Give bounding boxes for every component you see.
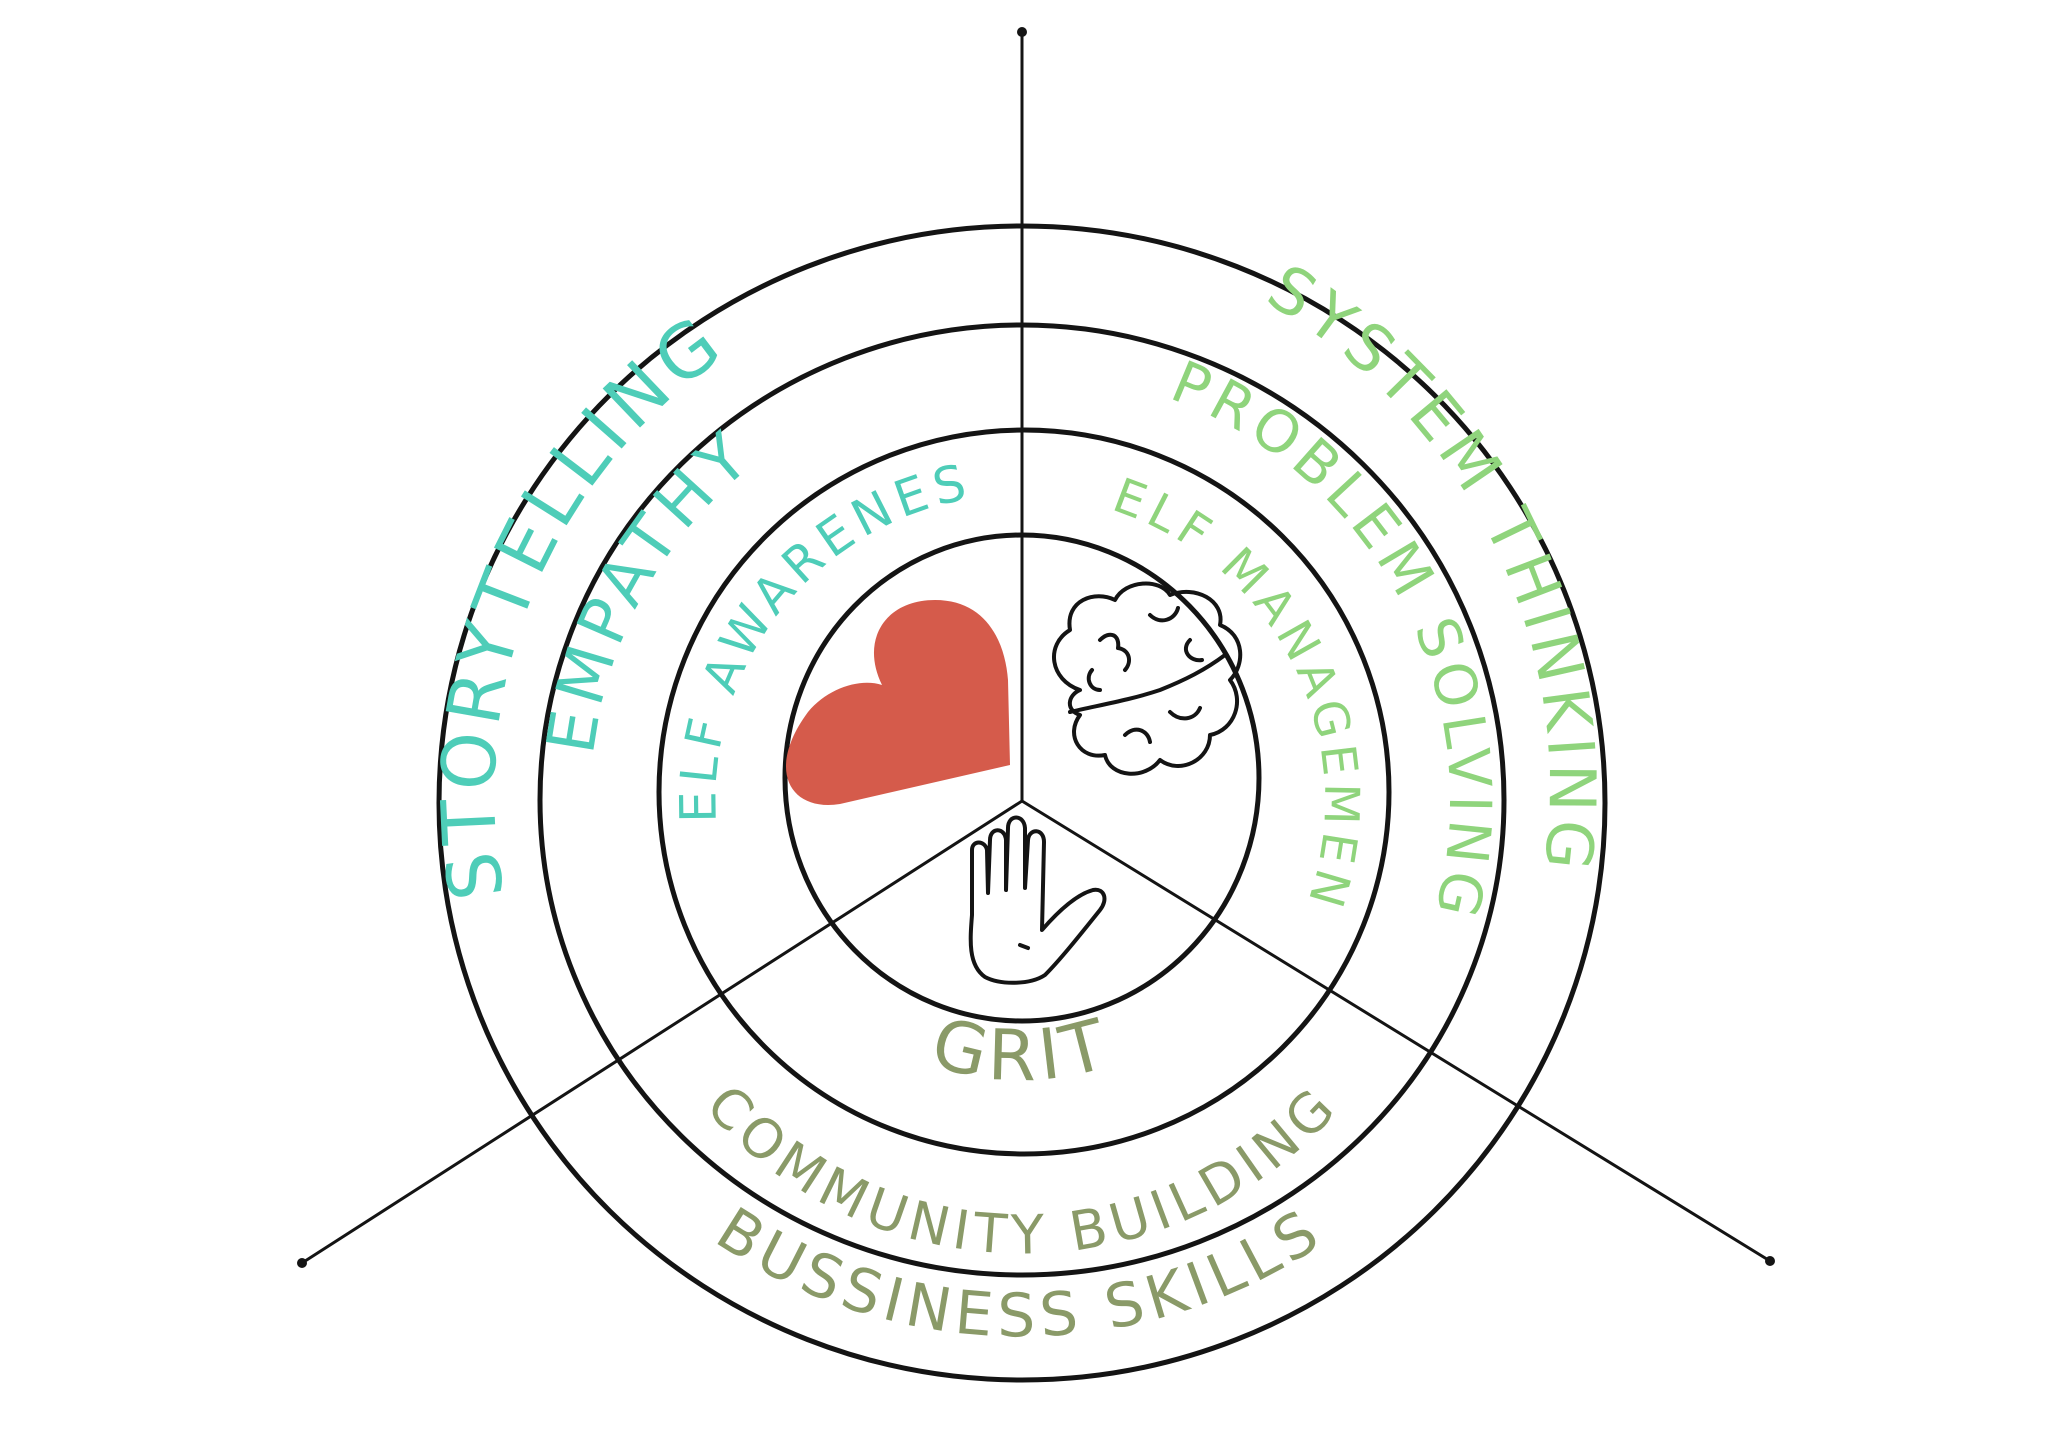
heart-icon bbox=[785, 600, 1010, 805]
ring-third bbox=[537, 322, 1507, 1278]
hand-icon bbox=[968, 815, 1107, 985]
brain-icon bbox=[1052, 581, 1243, 776]
label-grit: GRIT bbox=[924, 1002, 1120, 1098]
hand-palm-mark bbox=[1018, 943, 1030, 950]
spoke-end-right bbox=[1765, 1256, 1775, 1266]
ring-outer bbox=[436, 223, 1608, 1383]
ring-inner bbox=[782, 532, 1262, 1024]
ring-second bbox=[656, 427, 1392, 1157]
spoke-end-left bbox=[297, 1258, 307, 1268]
spoke-right bbox=[1020, 799, 1772, 1263]
spoke-left bbox=[300, 799, 1024, 1265]
spoke-end-top bbox=[1017, 27, 1027, 37]
